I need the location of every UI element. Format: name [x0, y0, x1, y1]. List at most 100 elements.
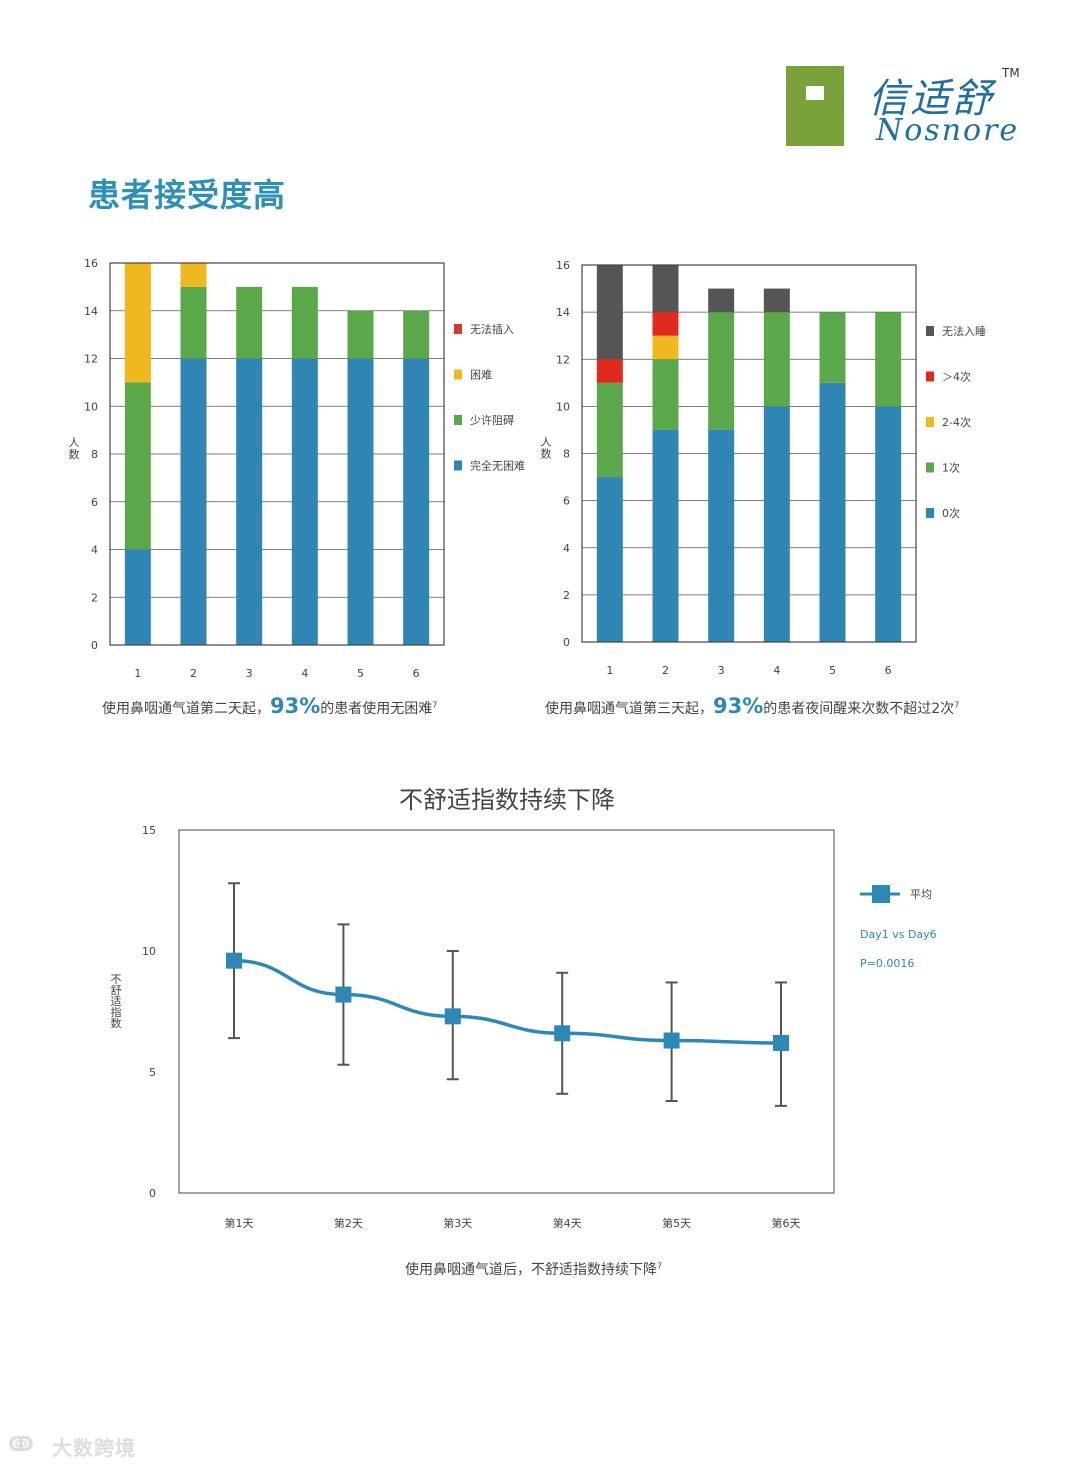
chart3-data-point — [444, 1008, 461, 1025]
chart2-bar-segment — [652, 265, 679, 313]
chart2-x-tick-label: 5 — [829, 664, 836, 677]
chart2-bar-segment — [596, 382, 623, 478]
left-caption-percent: 93% — [270, 694, 321, 718]
chart1-bar-segment — [180, 358, 207, 645]
chart3-y-tick-label: 0 — [149, 1187, 156, 1200]
chart2-bar-segment — [596, 477, 623, 642]
chart1-bar-segment — [403, 358, 430, 645]
chart2-plot-frame — [581, 264, 917, 643]
chart2-legend-swatch — [926, 462, 934, 473]
chart3-x-tick-label: 第2天 — [334, 1216, 363, 1230]
chart2-y-tick-label: 12 — [556, 353, 570, 366]
chart1-legend-label: 完全无困难 — [470, 459, 525, 473]
chart2-bar-segment — [652, 359, 679, 430]
chart1-y-tick-label: 14 — [84, 305, 98, 318]
chart2-bar-segment — [596, 359, 623, 383]
chart2-bar-segment — [819, 382, 846, 642]
chart3-y-tick-label: 5 — [149, 1066, 156, 1079]
chart1-bar-segment — [124, 263, 151, 383]
chart2-bar-segment — [763, 406, 790, 642]
watermark-text: 大数跨境 — [52, 1436, 136, 1460]
chart1-bar-segment — [124, 549, 151, 645]
chart1-bar-segment — [291, 286, 318, 359]
chart1-legend-label: 困难 — [470, 369, 492, 382]
chart2-bar-segment — [763, 288, 790, 313]
bottom-caption-text: 使用鼻咽通气道后，不舒适指数持续下降 — [405, 1262, 657, 1278]
chart3-data-point — [226, 952, 242, 969]
chart2-y-tick-label: 16 — [556, 259, 570, 272]
left-caption-post: 的患者使用无困难 — [320, 701, 433, 717]
bottom-caption-ref: 7 — [657, 1261, 663, 1271]
chart2-legend-swatch — [926, 371, 934, 382]
chart3-data-point — [663, 1032, 680, 1049]
chart2-legend-label: 无法入睡 — [942, 324, 986, 338]
chart2-x-tick-label: 3 — [718, 664, 725, 677]
watermark-logo-icon: ↂ — [8, 1432, 34, 1456]
chart2-legend-label: 2-4次 — [942, 415, 971, 429]
chart3-y-tick-label: 15 — [142, 824, 156, 837]
chart3-series-line — [233, 958, 782, 1045]
right-caption-pre: 使用鼻咽通气道第三天起， — [545, 701, 713, 717]
logo-english-name: Nosnore — [876, 113, 1020, 148]
chart3-plot-frame — [178, 829, 835, 1194]
logo-chinese-name: 信适舒 — [868, 76, 994, 122]
chart2-bar-segment — [763, 312, 790, 407]
logo-trademark: TM — [1002, 66, 1020, 80]
chart3-legend-label: 平均 — [910, 888, 932, 901]
chart1-bar-segment — [236, 358, 263, 645]
chart2-bar-segment — [819, 312, 846, 383]
chart3-y-axis-label: 不舒适指数 — [111, 973, 122, 1030]
chart1-bar-segment — [347, 310, 374, 359]
chart1-legend-label: 无法插入 — [470, 322, 514, 336]
chart1-y-tick-label: 16 — [84, 257, 98, 270]
chart3-x-tick-label: 第6天 — [772, 1216, 801, 1230]
chart2-bar-segment — [652, 312, 679, 336]
chart3-x-tick-label: 第5天 — [662, 1216, 691, 1230]
chart2-bar-segment — [652, 335, 679, 360]
chart1-bar-segment — [180, 286, 207, 359]
chart2-y-axis-label: 人数 — [541, 436, 552, 461]
chart1-legend-swatch — [454, 460, 462, 471]
left-caption-ref: 7 — [432, 700, 438, 710]
chart1-x-tick-label: 1 — [134, 667, 141, 680]
left-chart-caption: 使用鼻咽通气道第二天起，93%的患者使用无困难7 — [102, 694, 437, 718]
chart1-y-tick-label: 6 — [91, 496, 98, 509]
chart3-data-point — [773, 1034, 789, 1051]
chart2-y-tick-label: 0 — [563, 636, 570, 649]
chart1-bar-segment — [180, 263, 207, 287]
chart3-x-tick-label: 第4天 — [553, 1216, 582, 1230]
chart2-x-tick-label: 2 — [662, 664, 669, 677]
chart1-y-tick-label: 12 — [84, 353, 98, 366]
chart2-legend-swatch — [926, 326, 934, 336]
right-chart-caption: 使用鼻咽通气道第三天起，93%的患者夜间醒来次数不超过2次7 — [545, 694, 959, 718]
line-chart-title: 不舒适指数持续下降 — [399, 786, 615, 814]
chart2-y-tick-label: 6 — [563, 495, 570, 508]
chart2-bar-segment — [596, 265, 623, 360]
chart3-annotation: Day1 vs Day6 — [860, 928, 937, 941]
chart1-y-tick-label: 0 — [91, 639, 98, 652]
chart1-bar-segment — [347, 358, 374, 645]
chart2-y-tick-label: 14 — [556, 306, 570, 319]
chart1-bar-segment — [403, 310, 430, 359]
chart1-y-axis-label: 人数 — [69, 436, 80, 461]
chart2-legend-label: ＞4次 — [942, 370, 971, 384]
chart1-y-tick-label: 2 — [91, 591, 98, 604]
chart3-data-point — [335, 986, 352, 1003]
chart3-y-tick-label: 10 — [142, 945, 156, 958]
nosnore-logo — [786, 66, 844, 146]
chart3-legend-marker — [872, 885, 890, 903]
chart1-legend-swatch — [454, 324, 462, 334]
chart2-legend-swatch — [926, 508, 934, 518]
chart1-legend-label: 少许阻碍 — [470, 414, 514, 427]
chart2-legend-label: 1次 — [942, 461, 960, 475]
chart1-x-tick-label: 5 — [357, 667, 364, 680]
chart2-bar-segment — [708, 312, 735, 430]
right-caption-percent: 93% — [713, 694, 764, 718]
chart1-bar-segment — [291, 358, 318, 645]
chart1-legend-swatch — [454, 415, 462, 425]
chart1-x-tick-label: 6 — [413, 667, 420, 680]
chart1-y-tick-label: 8 — [91, 448, 98, 461]
chart1-bar-segment — [124, 382, 151, 550]
